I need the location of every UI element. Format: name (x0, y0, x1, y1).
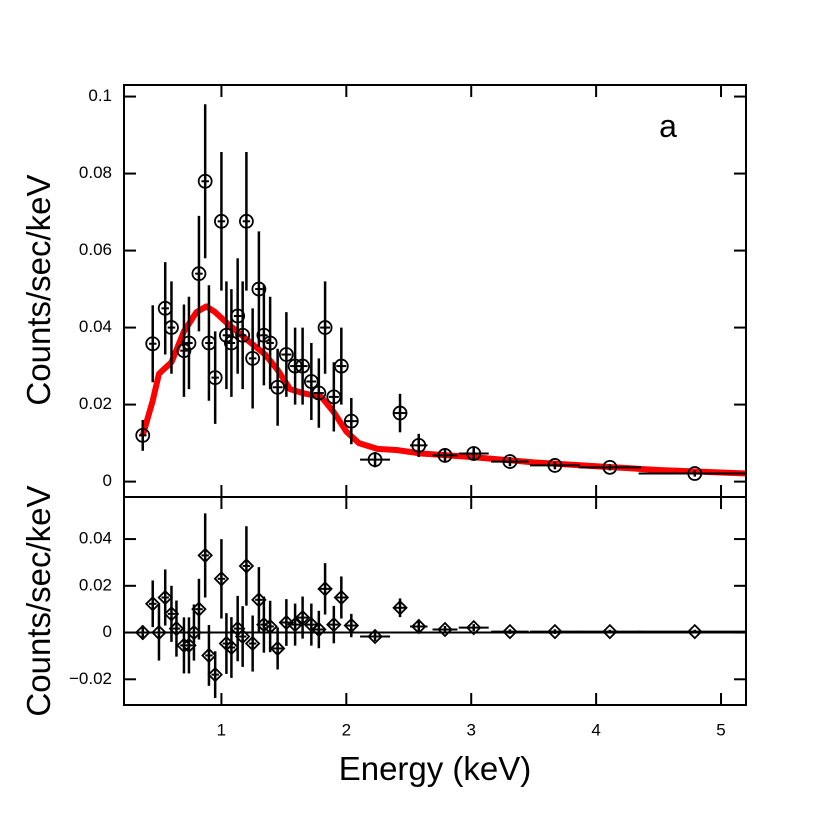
y-tick-label: 0 (103, 471, 112, 490)
data-point (466, 446, 482, 461)
data-point (230, 308, 246, 324)
data-point (602, 459, 618, 475)
data-point (238, 558, 255, 574)
y-axis-label: Counts/sec/keV (20, 174, 57, 405)
data-point (176, 343, 192, 359)
data-point (411, 438, 427, 453)
data-point (602, 623, 618, 640)
data-point (245, 350, 261, 366)
data-point (219, 327, 234, 343)
y-tick-label: 0.1 (88, 86, 112, 105)
data-point (437, 621, 453, 638)
plot-area (124, 513, 746, 698)
x-tick-label: 3 (466, 720, 475, 739)
data-point (191, 266, 207, 282)
data-point (343, 413, 359, 429)
plot-area (135, 104, 746, 481)
y-tick-label: −0.02 (69, 669, 112, 688)
data-point (213, 571, 230, 587)
annotation: a (659, 108, 677, 144)
data-point (687, 623, 703, 640)
data-point (392, 600, 408, 616)
data-point (317, 320, 333, 335)
data-point (311, 385, 327, 401)
x-tick-label: 2 (342, 720, 351, 739)
data-point (367, 628, 383, 645)
data-point (164, 320, 179, 335)
data-point (207, 666, 223, 683)
data-point (294, 609, 311, 626)
x-tick-label: 1 (217, 720, 226, 739)
data-point (145, 336, 161, 352)
data-point (295, 358, 311, 374)
data-point (502, 623, 518, 640)
data-point (687, 466, 703, 481)
data-point (367, 452, 383, 468)
data-point (392, 405, 408, 421)
data-point (168, 620, 185, 637)
data-point (201, 647, 217, 664)
data-point (135, 427, 151, 443)
data-point (303, 616, 320, 633)
y-tick-label: 0 (103, 622, 112, 641)
y-tick-label: 0.04 (79, 529, 112, 548)
data-point (244, 635, 261, 652)
data-point (333, 358, 349, 374)
data-point (326, 616, 342, 633)
y-tick-label: 0.04 (79, 317, 112, 336)
data-point (207, 370, 223, 386)
data-point (547, 623, 563, 640)
data-point (547, 458, 563, 473)
plot-frame (123, 496, 747, 706)
data-point (311, 621, 327, 638)
data-point (191, 601, 207, 617)
data-point (333, 589, 350, 606)
data-point (343, 617, 360, 634)
data-point (270, 379, 286, 395)
data-point (437, 448, 453, 463)
data-point (262, 618, 278, 635)
data-point (278, 614, 295, 631)
data-point (317, 581, 333, 597)
data-point (181, 335, 197, 351)
data-point (262, 335, 278, 351)
x-axis-label: Energy (keV) (339, 750, 532, 787)
data-point (502, 454, 518, 469)
data-point (251, 281, 267, 297)
y-axis-label: Counts/sec/keV (20, 485, 57, 716)
x-tick-label: 5 (716, 720, 725, 739)
plot-frame (123, 84, 747, 498)
data-point (214, 213, 229, 229)
data-point (223, 639, 240, 656)
data-point (234, 628, 251, 645)
data-point (235, 327, 251, 343)
y-tick-label: 0.02 (79, 575, 112, 594)
data-point (410, 618, 427, 635)
data-point (144, 596, 161, 612)
data-point (197, 173, 213, 189)
data-point (197, 547, 213, 564)
data-point (239, 213, 254, 229)
data-point (151, 624, 167, 641)
y-tick-label: 0.02 (79, 394, 112, 413)
x-tick-label: 4 (591, 720, 600, 739)
data-point (134, 624, 151, 641)
data-point (157, 589, 173, 606)
data-point (287, 616, 303, 633)
data-point (278, 347, 294, 362)
y-tick-label: 0.08 (79, 163, 112, 182)
y-tick-label: 0.06 (79, 240, 112, 259)
data-point (465, 619, 482, 636)
data-point (269, 640, 286, 657)
